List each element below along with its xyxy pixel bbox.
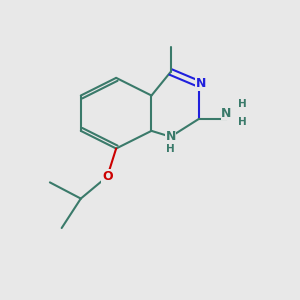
Text: O: O	[102, 170, 112, 183]
Text: H: H	[238, 117, 247, 127]
Text: N: N	[196, 77, 206, 90]
Text: H: H	[238, 99, 247, 110]
Text: N: N	[165, 130, 176, 143]
Text: H: H	[166, 143, 175, 154]
Text: N: N	[221, 107, 232, 120]
